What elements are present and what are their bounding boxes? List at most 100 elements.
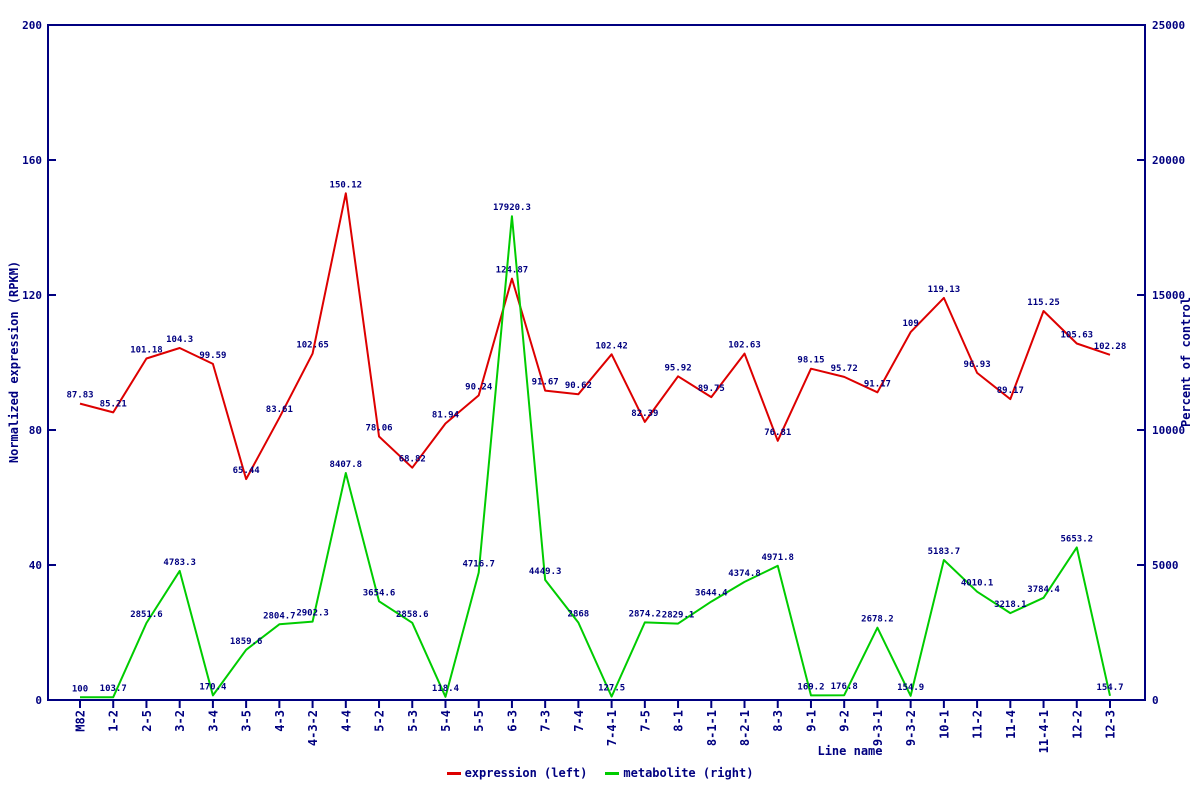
x-axis-tick-label: 7-3: [539, 710, 553, 732]
data-label: 2902.3: [296, 609, 329, 619]
x-axis-tick-label: 11-2: [971, 710, 985, 739]
data-label: 65.44: [233, 466, 261, 476]
x-axis-tick-label: 12-2: [1070, 710, 1084, 739]
data-label: 91.17: [864, 379, 891, 389]
data-label: 82.39: [631, 409, 658, 419]
x-axis-tick-label: 8-2-1: [738, 710, 752, 746]
data-label: 115.25: [1027, 298, 1060, 308]
x-axis-tick-label: 3-5: [240, 710, 254, 732]
x-axis-title: Line name: [817, 744, 883, 758]
x-axis-tick-label: 5-4: [439, 710, 453, 732]
data-label: 91.67: [532, 378, 559, 388]
data-label: 170.4: [199, 682, 227, 692]
x-axis-tick-label: 1-2: [107, 710, 121, 732]
series-line-metabolite: [79, 215, 1111, 699]
data-label: 76.81: [764, 428, 791, 438]
x-axis-tick-label: 11-4-1: [1037, 710, 1051, 753]
data-label: 90.24: [465, 382, 493, 392]
left-axis-tick-label: 160: [22, 154, 42, 167]
data-label: 2874.2: [629, 609, 662, 619]
data-label: 96.93: [964, 360, 991, 370]
data-label: 89.17: [997, 386, 1024, 396]
x-axis-tick-label: 7-4-1: [605, 710, 619, 746]
data-label: 2804.7: [263, 611, 296, 621]
data-label: 102.63: [728, 341, 761, 351]
data-label: 102.65: [296, 341, 329, 351]
legend-item-metabolite: metabolite (right): [605, 766, 753, 780]
data-label: 78.06: [365, 424, 392, 434]
left-axis-tick-label: 120: [22, 289, 42, 302]
data-label: 81.94: [432, 410, 460, 420]
x-axis-tick-label: 9-3-2: [904, 710, 918, 746]
data-label: 3218.1: [994, 600, 1027, 610]
x-axis-tick-label: 3-2: [173, 710, 187, 732]
data-label: 2851.6: [130, 610, 163, 620]
data-label: 3644.4: [695, 589, 728, 599]
data-label: 169.2: [797, 682, 824, 692]
data-label: 105.63: [1061, 330, 1094, 340]
right-axis-tick-label: 5000: [1152, 559, 1179, 572]
right-axis-tick-label: 25000: [1152, 19, 1185, 32]
data-label: 68.82: [399, 455, 426, 465]
expression-line-swatch: [446, 771, 461, 775]
x-axis-tick-label: 4-3: [273, 710, 287, 732]
x-axis-tick-label: 5-2: [373, 710, 387, 732]
data-label: 99.59: [199, 351, 226, 361]
data-label: 89.75: [698, 384, 725, 394]
x-axis-tick-label: 5-5: [472, 710, 486, 732]
data-label: 150.12: [330, 180, 363, 190]
x-axis-tick-label: 9-1: [804, 710, 818, 732]
legend-label-metabolite: metabolite (right): [623, 766, 754, 780]
left-axis-tick-label: 0: [35, 694, 42, 707]
data-label: 83.61: [266, 405, 293, 415]
data-label: 87.83: [66, 391, 93, 401]
data-label: 104.3: [166, 335, 193, 345]
data-label: 85.21: [100, 399, 127, 409]
data-label: 2858.6: [396, 610, 429, 620]
right-axis-tick-label: 15000: [1152, 289, 1185, 302]
x-axis-tick-label: 12-3: [1104, 710, 1118, 739]
data-label: 124.87: [496, 266, 529, 276]
x-axis-tick-label: 4-3-2: [306, 710, 320, 746]
left-axis-title: Normalized expression (RPKM): [7, 260, 21, 464]
data-label: 4449.3: [529, 567, 562, 577]
data-label: 4374.8: [728, 569, 761, 579]
data-label: 100: [72, 684, 88, 694]
series-line-expression: [79, 192, 1111, 481]
x-axis-tick-label: M82: [74, 710, 88, 732]
x-axis-tick-label: 9-3-1: [871, 710, 885, 746]
right-axis-title: Percent of control: [1179, 296, 1193, 428]
legend-label-expression: expression (left): [464, 766, 588, 780]
x-axis-tick-label: 10-1: [937, 710, 951, 739]
data-label: 3784.4: [1027, 585, 1060, 595]
left-axis-tick-label: 200: [22, 19, 42, 32]
data-label: 4971.8: [761, 553, 794, 563]
data-label: 118.4: [432, 684, 460, 694]
legend-item-expression: expression (left): [446, 766, 588, 780]
data-label: 102.28: [1094, 342, 1127, 352]
data-label: 95.92: [665, 363, 692, 373]
chart-legend: expression (left) metabolite (right): [0, 766, 1200, 780]
data-label: 4783.3: [163, 558, 196, 568]
x-axis-tick-label: 8-1-1: [705, 710, 719, 746]
data-label: 2868: [568, 610, 590, 620]
data-label: 3654.6: [363, 588, 396, 598]
x-axis-tick-label: 5-3: [406, 710, 420, 732]
data-label: 5653.2: [1061, 534, 1094, 544]
data-label: 154.9: [897, 683, 924, 693]
data-label: 8407.8: [330, 460, 363, 470]
x-axis-tick-label: 7-4: [572, 710, 586, 732]
data-label: 4010.1: [961, 579, 994, 589]
data-label: 176.8: [831, 682, 858, 692]
data-label: 102.42: [595, 341, 628, 351]
right-axis-tick-label: 10000: [1152, 424, 1185, 437]
x-axis-tick-label: 8-1: [672, 710, 686, 732]
data-label: 101.18: [130, 346, 163, 356]
left-axis-tick-label: 40: [29, 559, 42, 572]
x-axis-tick-label: 9-2: [838, 710, 852, 732]
x-axis-tick-label: 8-3: [771, 710, 785, 732]
plot-border: [47, 24, 1146, 701]
right-axis-tick-label: 0: [1152, 694, 1159, 707]
